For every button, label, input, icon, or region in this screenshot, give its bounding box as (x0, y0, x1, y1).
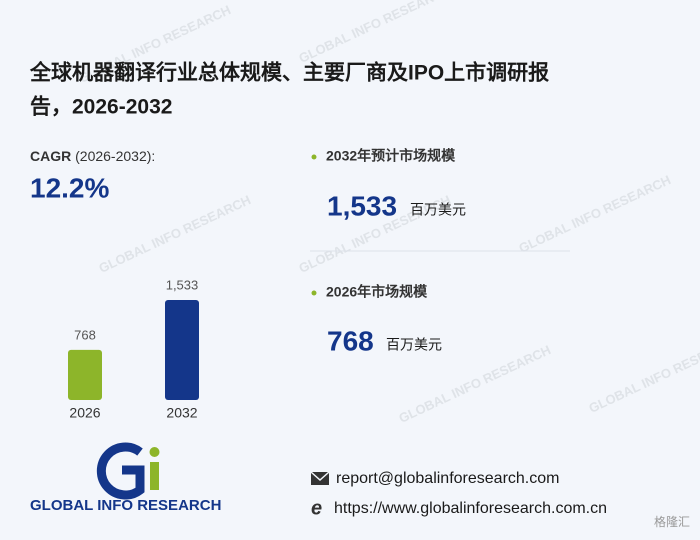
logo: GLOBAL INFO RESEARCH (30, 442, 221, 514)
bar (68, 349, 102, 400)
bullet (311, 290, 317, 296)
cagr-label-bold: CAGR (30, 148, 71, 164)
watermark: GLOBAL INFO RESEARCH (296, 0, 453, 66)
stat-value: 1,533 (327, 190, 397, 221)
logo-dot (149, 447, 160, 457)
stat-label: 2032年预计市场规模 (326, 148, 456, 164)
source-mark: 格隆汇 (654, 514, 690, 529)
category-label: 2032 (166, 405, 197, 421)
logo-text: GLOBAL INFO RESEARCH (30, 497, 221, 514)
category-label: 2026 (69, 405, 100, 421)
watermark: GLOBAL INFO RESEARCH (586, 332, 700, 416)
watermark: GLOBAL INFO RESEARCH (516, 172, 673, 256)
title: 告，2026-2032 (30, 96, 172, 119)
title: 全球机器翻译行业总体规模、主要厂商及IPO上市调研报 (29, 61, 549, 85)
email: report@globalinforesearch.com (336, 470, 559, 487)
value-label: 768 (74, 327, 96, 342)
web-icon: e (311, 497, 322, 519)
stat-value: 768 (327, 325, 374, 356)
watermark: GLOBAL INFO RESEARCH (96, 192, 253, 276)
bullet (311, 154, 317, 160)
watermark: GLOBAL INFO RESEARCH (396, 342, 553, 426)
stat-unit: 百万美元 (410, 202, 466, 218)
mail-icon-flap (310, 471, 330, 482)
logo-i (150, 462, 159, 490)
website: https://www.globalinforesearch.com.cn (334, 500, 607, 517)
bar-chart: 768 2026 1,533 2032 (68, 277, 199, 421)
cagr-label: CAGR (2026-2032): (30, 148, 155, 164)
logo-g (96, 442, 145, 500)
stat-label: 2026年市场规模 (326, 284, 428, 300)
cagr-value: 12.2% (30, 172, 109, 203)
cagr-period: (2026-2032): (75, 148, 155, 164)
bar (165, 300, 199, 400)
value-label: 1,533 (166, 277, 199, 292)
stat-unit: 百万美元 (386, 337, 442, 353)
